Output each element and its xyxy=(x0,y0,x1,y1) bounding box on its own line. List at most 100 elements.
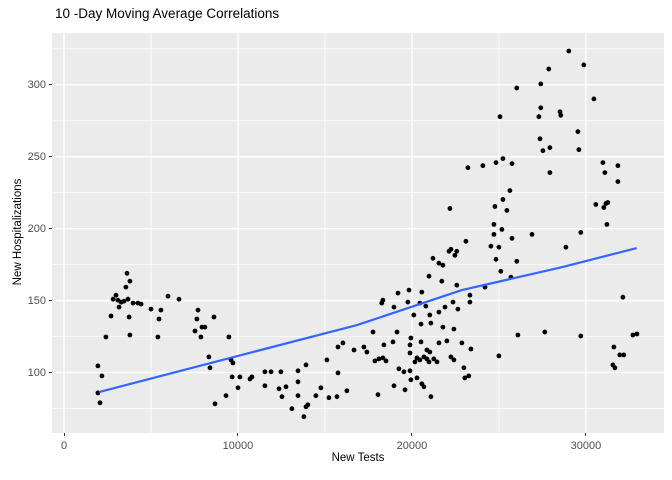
data-point xyxy=(578,333,584,339)
data-point xyxy=(630,332,636,338)
data-point xyxy=(396,366,402,372)
data-point xyxy=(295,368,301,374)
data-point xyxy=(451,357,457,363)
data-point xyxy=(620,294,626,300)
plot-panel xyxy=(52,33,664,433)
data-point xyxy=(121,298,127,304)
data-point xyxy=(376,356,382,362)
data-point xyxy=(176,296,182,302)
data-point xyxy=(455,306,461,312)
data-point xyxy=(436,309,442,315)
x-tick-label: 0 xyxy=(60,440,68,452)
data-point xyxy=(446,248,452,254)
data-point xyxy=(195,307,201,313)
data-point xyxy=(390,339,396,345)
data-point xyxy=(340,340,346,346)
data-point xyxy=(126,314,132,320)
data-point xyxy=(372,358,378,364)
data-point xyxy=(491,222,497,227)
data-point xyxy=(97,400,103,406)
data-point xyxy=(444,338,450,344)
data-point xyxy=(408,377,414,383)
data-point xyxy=(303,404,309,410)
data-point xyxy=(459,340,465,346)
x-tick-mark xyxy=(237,433,239,436)
x-tick-label: 20000 xyxy=(396,440,428,452)
data-point xyxy=(95,363,101,369)
data-point xyxy=(514,258,520,264)
data-point xyxy=(466,373,472,379)
data-point xyxy=(223,393,229,399)
data-point xyxy=(509,235,515,241)
data-point xyxy=(395,290,401,296)
data-point xyxy=(194,316,200,322)
y-tick-label: 150 xyxy=(27,294,46,307)
plot-canvas xyxy=(52,33,664,433)
data-point xyxy=(439,278,445,284)
data-point xyxy=(515,332,521,338)
y-tick-mark xyxy=(49,156,52,158)
data-point xyxy=(547,170,553,176)
data-point xyxy=(405,299,411,305)
data-point xyxy=(381,342,387,348)
data-point xyxy=(467,299,473,305)
data-point xyxy=(127,278,133,284)
data-point xyxy=(504,208,510,213)
data-point xyxy=(450,299,456,305)
data-point xyxy=(542,329,548,335)
y-tick-mark xyxy=(49,300,52,302)
data-point xyxy=(461,365,467,371)
data-point xyxy=(440,262,446,268)
data-point xyxy=(148,306,154,312)
data-point xyxy=(235,385,241,391)
data-point xyxy=(279,394,285,400)
data-point xyxy=(480,163,486,169)
data-point xyxy=(509,161,515,167)
y-tick-label: 250 xyxy=(27,150,46,163)
data-point xyxy=(558,112,564,118)
data-point xyxy=(604,222,610,227)
data-point xyxy=(576,147,582,153)
data-point xyxy=(278,369,284,375)
data-point xyxy=(110,296,116,302)
data-point xyxy=(428,320,434,326)
data-point xyxy=(408,335,414,341)
data-point xyxy=(402,387,408,393)
data-point xyxy=(198,334,204,340)
data-point xyxy=(407,350,413,356)
data-point xyxy=(130,300,136,306)
data-point xyxy=(268,369,274,375)
x-tick-label: 10000 xyxy=(222,440,254,452)
data-point xyxy=(406,287,412,293)
data-point xyxy=(440,324,446,330)
y-tick-label: 200 xyxy=(27,222,46,235)
data-point xyxy=(428,394,434,400)
data-point xyxy=(295,393,301,399)
data-point xyxy=(430,255,436,261)
data-point xyxy=(108,313,114,319)
data-point xyxy=(601,205,607,210)
data-point xyxy=(496,244,502,250)
data-point xyxy=(156,316,162,322)
data-point xyxy=(383,358,389,364)
data-point xyxy=(529,232,535,237)
data-point xyxy=(303,362,309,368)
data-point xyxy=(452,252,458,258)
data-point xyxy=(611,344,617,350)
data-point xyxy=(99,373,105,379)
data-point xyxy=(380,355,386,361)
data-point xyxy=(465,165,471,171)
data-point xyxy=(313,393,319,399)
data-point xyxy=(492,204,498,209)
data-point xyxy=(462,375,468,381)
data-point xyxy=(448,354,454,360)
data-point xyxy=(497,114,503,120)
x-tick-mark xyxy=(411,433,413,436)
data-point xyxy=(226,334,232,340)
data-point xyxy=(364,349,370,355)
data-point xyxy=(451,326,457,332)
x-tick-label: 30000 xyxy=(570,440,602,452)
data-point xyxy=(427,312,433,318)
data-point xyxy=(536,114,542,120)
data-point xyxy=(468,346,474,352)
